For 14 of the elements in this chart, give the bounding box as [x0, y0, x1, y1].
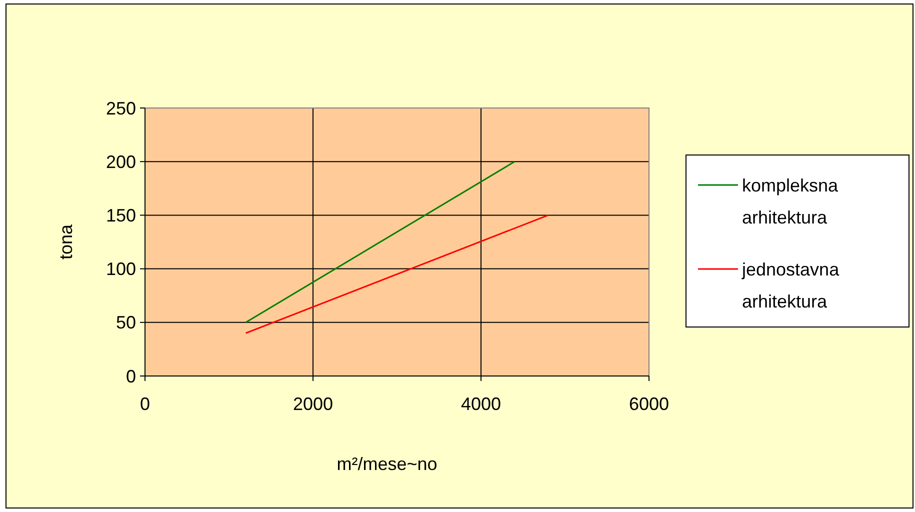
- x-axis-title: m²/mese~no: [336, 454, 438, 474]
- y-tick-label: 0: [126, 366, 136, 386]
- y-axis-title: tona: [56, 224, 76, 260]
- x-tick-label: 4000: [460, 394, 502, 414]
- x-tick-label: 0: [140, 394, 150, 414]
- y-tick-label: 50: [116, 312, 136, 333]
- legend-label: jednostavna arhitektura: [741, 259, 840, 312]
- y-tick-label: 150: [106, 206, 136, 226]
- legend-label: kompleksna arhitektura: [742, 175, 840, 228]
- x-tick-label: 2000: [292, 394, 334, 414]
- y-tick-label: 100: [106, 259, 136, 280]
- x-tick-label: 6000: [628, 394, 670, 414]
- y-tick-label: 200: [106, 152, 136, 172]
- y-tick-label: 250: [106, 98, 136, 118]
